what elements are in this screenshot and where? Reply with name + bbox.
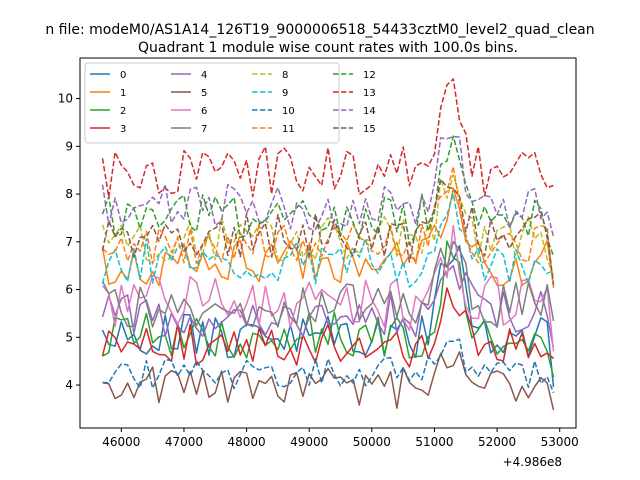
series-line-8 [101, 173, 555, 277]
series-line-14 [101, 135, 555, 237]
legend-label-1: 1 [120, 88, 126, 99]
legend-label-14: 14 [363, 106, 376, 117]
y-tick-label: 4 [65, 378, 73, 392]
x-tick-label: 50000 [353, 435, 391, 449]
legend-label-12: 12 [363, 70, 376, 81]
plot-frame [79, 57, 577, 429]
legend-label-3: 3 [120, 124, 126, 135]
legend-frame [84, 62, 340, 144]
y-axis: 4 5 6 7 8 9 10 [58, 92, 80, 392]
y-tick-label: 9 [65, 139, 73, 153]
chart-title: Quadrant 1 module wise count rates with … [138, 40, 518, 56]
x-tick-label: 53000 [541, 435, 579, 449]
x-tick-label: 52000 [478, 435, 516, 449]
x-tick-label: 47000 [165, 435, 203, 449]
x-tick-label: 46000 [102, 435, 140, 449]
legend-label-10: 10 [282, 106, 295, 117]
y-tick-label: 7 [65, 235, 73, 249]
series-line-5 [102, 351, 555, 411]
figure-suptitle: n file: modeM0/AS1A14_126T19_9000006518_… [45, 22, 594, 38]
legend-label-5: 5 [201, 88, 207, 99]
series-line-1 [101, 187, 555, 287]
series-line-10 [102, 338, 555, 394]
series-line-6 [101, 224, 555, 352]
legend-label-2: 2 [120, 106, 126, 117]
series-line-9 [101, 193, 554, 288]
legend-label-7: 7 [201, 124, 207, 135]
legend-label-6: 6 [201, 106, 207, 117]
x-offset-label: +4.986e8 [503, 455, 562, 469]
x-axis: 46000 47000 48000 49000 50000 51000 52000 53000 [102, 428, 579, 449]
legend-label-13: 13 [363, 88, 376, 99]
x-tick-label: 48000 [227, 435, 265, 449]
y-tick-label: 5 [65, 330, 73, 344]
legend-label-4: 4 [201, 70, 207, 81]
series-line-12 [101, 135, 555, 257]
series-line-15 [101, 178, 555, 285]
legend-label-11: 11 [282, 124, 295, 135]
series-line-13 [101, 78, 554, 199]
x-tick-label: 49000 [290, 435, 328, 449]
legend-label-9: 9 [282, 88, 288, 99]
legend-label-0: 0 [120, 70, 126, 81]
legend-label-15: 15 [363, 124, 376, 135]
y-tick-label: 8 [65, 187, 73, 201]
series-line-0 [101, 244, 555, 388]
series-line-7 [101, 240, 555, 328]
y-tick-label: 10 [58, 92, 73, 106]
x-tick-label: 51000 [415, 435, 453, 449]
series-line-11 [102, 165, 555, 289]
plot-lines [101, 78, 555, 411]
y-tick-label: 6 [65, 283, 73, 297]
legend-label-8: 8 [282, 70, 288, 81]
series-line-4 [101, 264, 555, 349]
